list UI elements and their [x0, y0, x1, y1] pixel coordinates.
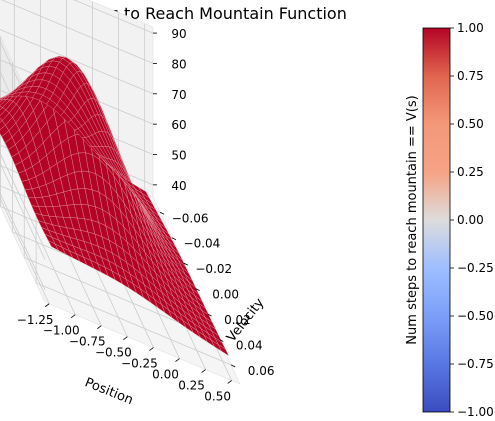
colorbar-tick-label: −0.75: [457, 357, 494, 371]
x-tick: [97, 325, 102, 329]
x-gridline: [0, 197, 50, 304]
colorbar-tick-label: 0.75: [457, 69, 484, 83]
x-tick-label: 0.50: [204, 389, 231, 403]
x-tick-label: −1.25: [17, 313, 54, 327]
colorbar-tick-label: −1.00: [457, 405, 494, 419]
x-tick: [44, 303, 50, 308]
z-tick-label: 40: [171, 179, 186, 193]
x-tick: [201, 369, 206, 373]
x-gridline: [0, 152, 76, 315]
y-tick: [207, 313, 212, 317]
x-tick: [227, 380, 232, 384]
x-axis-label: Position: [83, 375, 136, 408]
colorbar-tick-label: 0.25: [457, 165, 484, 179]
surface-patch: [138, 186, 150, 199]
y-tick: [183, 262, 188, 266]
z-tick-label: 60: [171, 118, 186, 132]
y-tick-label: −0.06: [172, 211, 209, 225]
x-tick-label: −1.00: [43, 324, 80, 338]
y-tick-label: 0.00: [212, 288, 239, 302]
y-tick-label: 0.02: [224, 313, 251, 327]
x-tick-label: 0.00: [152, 368, 179, 382]
x-tick: [175, 358, 180, 362]
x-tick-label: −0.75: [69, 335, 106, 349]
colorbar-gradient: [422, 27, 451, 413]
x-tick: [123, 336, 128, 340]
y-tick-label: −0.04: [184, 237, 221, 251]
colorbar-label: Num steps to reach mountain == V(s): [405, 95, 420, 344]
y-tick: [171, 237, 177, 241]
y-tick-label: −0.02: [195, 262, 232, 276]
y-tick: [230, 364, 236, 368]
colorbar-tick-label: 0.50: [457, 117, 484, 131]
colorbar-tick-label: −0.25: [457, 261, 494, 275]
colorbar-tick-label: 1.00: [457, 21, 484, 35]
z-gridline: [0, 0, 154, 139]
y-tick: [159, 211, 165, 215]
z-tick-label: 80: [171, 57, 186, 71]
axes-3d: −1.25−1.00−0.75−0.50−0.250.000.250.50Pos…: [0, 0, 274, 408]
y-tick: [219, 339, 224, 342]
colorbar-tick-label: −0.50: [457, 309, 494, 323]
x-tick: [71, 314, 76, 319]
x-tick-label: −0.50: [95, 346, 132, 360]
colorbar-tick-label: 0.00: [457, 213, 484, 227]
z-tick-label: 90: [171, 27, 186, 41]
x-tick: [149, 347, 154, 351]
y-tick-label: 0.04: [236, 338, 263, 352]
colorbar: −1.00 −0.75 −0.50 −0.25 0.00 0.25 0.50 0.75 1.00…: [405, 21, 494, 419]
colorbar-ticks: −1.00 −0.75 −0.50 −0.25 0.00 0.25 0.50 0.75 1.00: [450, 21, 494, 419]
z-tick-label: 70: [171, 88, 186, 102]
y-tick: [195, 288, 200, 291]
y-tick-label: 0.06: [248, 364, 275, 378]
z-tick-label: 50: [171, 149, 186, 163]
x-tick-label: 0.25: [178, 379, 205, 393]
x-tick-label: −0.25: [121, 357, 158, 371]
surface: [0, 56, 230, 357]
